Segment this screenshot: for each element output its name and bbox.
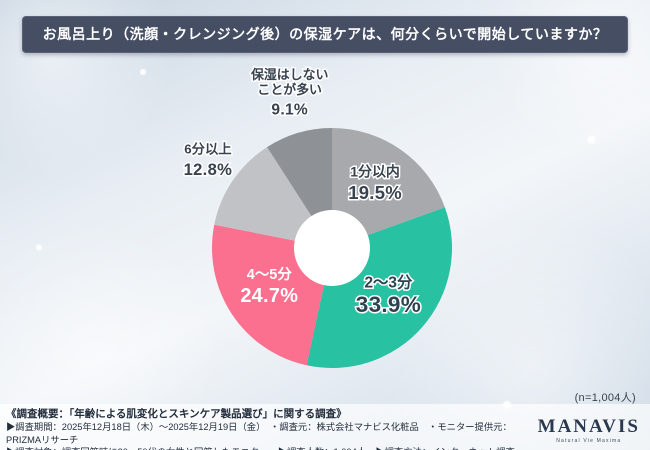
pie-slice-3	[214, 147, 332, 248]
brand-name-text: MANAVIS	[537, 416, 640, 437]
pie-label-name-0: 1分以内	[350, 164, 400, 180]
pie-label-name-4: 保湿はしない	[250, 67, 329, 82]
sample-size-note: (n=1,004人)	[574, 392, 636, 404]
survey-question-text: お風呂上り（洗顔・クレンジング後）の保湿ケアは、何分くらいで開始していますか？	[42, 26, 608, 42]
pie-label-name-1: 2～3分	[364, 273, 412, 291]
pie-label-name-2: 4～5分	[247, 266, 293, 283]
donut-hole	[294, 210, 370, 286]
pie-slice-0	[332, 128, 445, 248]
pie-label-percent-2: 24.7%	[240, 285, 298, 307]
survey-question-title: お風呂上り（洗顔・クレンジング後）の保湿ケアは、何分くらいで開始していますか？	[22, 16, 628, 53]
pie-label-name-4: ことが多い	[257, 82, 322, 97]
pie-label-percent-1: 33.9%	[356, 292, 421, 317]
pie-label-name-3: 6分以上	[184, 142, 231, 157]
pie-label-percent-3: 12.8%	[184, 160, 233, 179]
survey-detail-line-1: ▶調査期間：2025年12月18日（木）～2025年12月19日（金） ・調査元…	[6, 422, 512, 445]
pie-label-percent-0: 19.5%	[348, 182, 402, 203]
survey-footer: 《調査概要：「年齢による肌変化とスキンケア製品選び」に関する調査》 ▶調査期間：…	[0, 404, 650, 450]
pie-label-percent-4: 9.1%	[271, 102, 308, 119]
survey-overview-line: 《調査概要：「年齢による肌変化とスキンケア製品選び」に関する調査》	[6, 408, 347, 420]
survey-detail-line-2: ▶調査対象：調査回答時に30～50代の女性と回答したモニター ▶調査人数：1,0…	[6, 446, 642, 450]
manavis-logo: MANAVIS Natural Vie Maxima	[538, 417, 640, 444]
brand-tagline-text: Natural Vie Maxima	[556, 438, 622, 444]
